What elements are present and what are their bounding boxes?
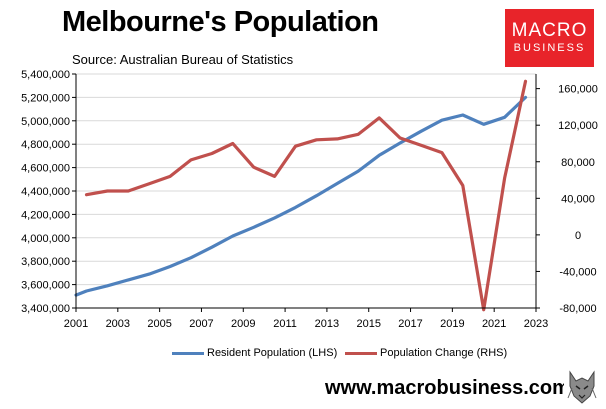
series-lines [74,79,528,312]
macrobusiness-logo: MACRO BUSINESS [505,9,594,67]
legend-item-resident-population: Resident Population (LHS) [172,347,337,359]
y-left-tick-label: 3,400,000 [21,303,70,315]
logo-line-2: BUSINESS [513,42,586,54]
chart-legend: Resident Population (LHS) Population Cha… [0,347,606,363]
grid-lines [76,73,536,309]
x-axis-ticks: 2001 2003 2005 2007 2009 2011 2013 2015 2017 2019… [64,308,548,330]
y-left-tick-label: 4,600,000 [21,163,70,175]
x-tick-label: 2023 [524,318,548,330]
population-chart: 3,400,000 3,600,000 3,800,000 4,000,000 4,20… [21,69,598,330]
x-tick-label: 2019 [440,318,464,330]
x-tick-label: 2011 [273,318,297,330]
x-tick-label: 2013 [315,318,339,330]
y-right-tick-label: 120,000 [558,120,598,132]
y-left-tick-label: 5,400,000 [21,69,70,81]
legend-swatch-resident-population [172,351,204,355]
y-left-tick-label: 3,600,000 [21,280,70,292]
y-right-tick-label: 160,000 [558,84,598,96]
left-y-axis-ticks: 3,400,000 3,600,000 3,800,000 4,000,000 4,20… [21,69,76,315]
y-right-tick-label: -80,000 [559,303,596,315]
x-tick-label: 2001 [64,318,88,330]
y-right-tick-label: -40,000 [559,266,596,278]
y-left-tick-label: 3,800,000 [21,256,70,268]
right-y-axis-ticks: 160,000 120,000 80,000 40,000 0 -40,000 -80,00… [536,84,598,315]
y-left-tick-label: 5,000,000 [21,116,70,128]
y-right-tick-label: 0 [575,230,581,242]
x-tick-label: 2009 [231,318,255,330]
series-line-population-change [84,79,528,312]
x-tick-label: 2005 [147,318,171,330]
x-tick-label: 2007 [189,318,213,330]
y-left-tick-label: 4,000,000 [21,233,70,245]
y-left-tick-label: 4,400,000 [21,186,70,198]
legend-item-population-change: Population Change (RHS) [345,347,507,359]
y-right-tick-label: 80,000 [561,157,595,169]
legend-label: Resident Population (LHS) [207,347,338,359]
logo-line-1: MACRO [511,20,588,41]
page-title: Melbourne's Population [62,6,379,38]
x-tick-label: 2021 [482,318,506,330]
wolf-emblem-icon [564,368,600,406]
x-tick-label: 2015 [356,318,380,330]
y-left-tick-label: 5,200,000 [21,92,70,104]
x-tick-label: 2003 [106,318,130,330]
y-left-tick-label: 4,800,000 [21,139,70,151]
chart-source: Source: Australian Bureau of Statistics [72,52,294,67]
y-right-tick-label: 40,000 [561,193,595,205]
legend-label: Population Change (RHS) [380,347,508,359]
series-line-resident-population [74,95,528,297]
website-url: www.macrobusiness.com.au [325,377,599,399]
legend-swatch-population-change [345,351,377,355]
x-tick-label: 2017 [398,318,422,330]
y-left-tick-label: 4,200,000 [21,209,70,221]
